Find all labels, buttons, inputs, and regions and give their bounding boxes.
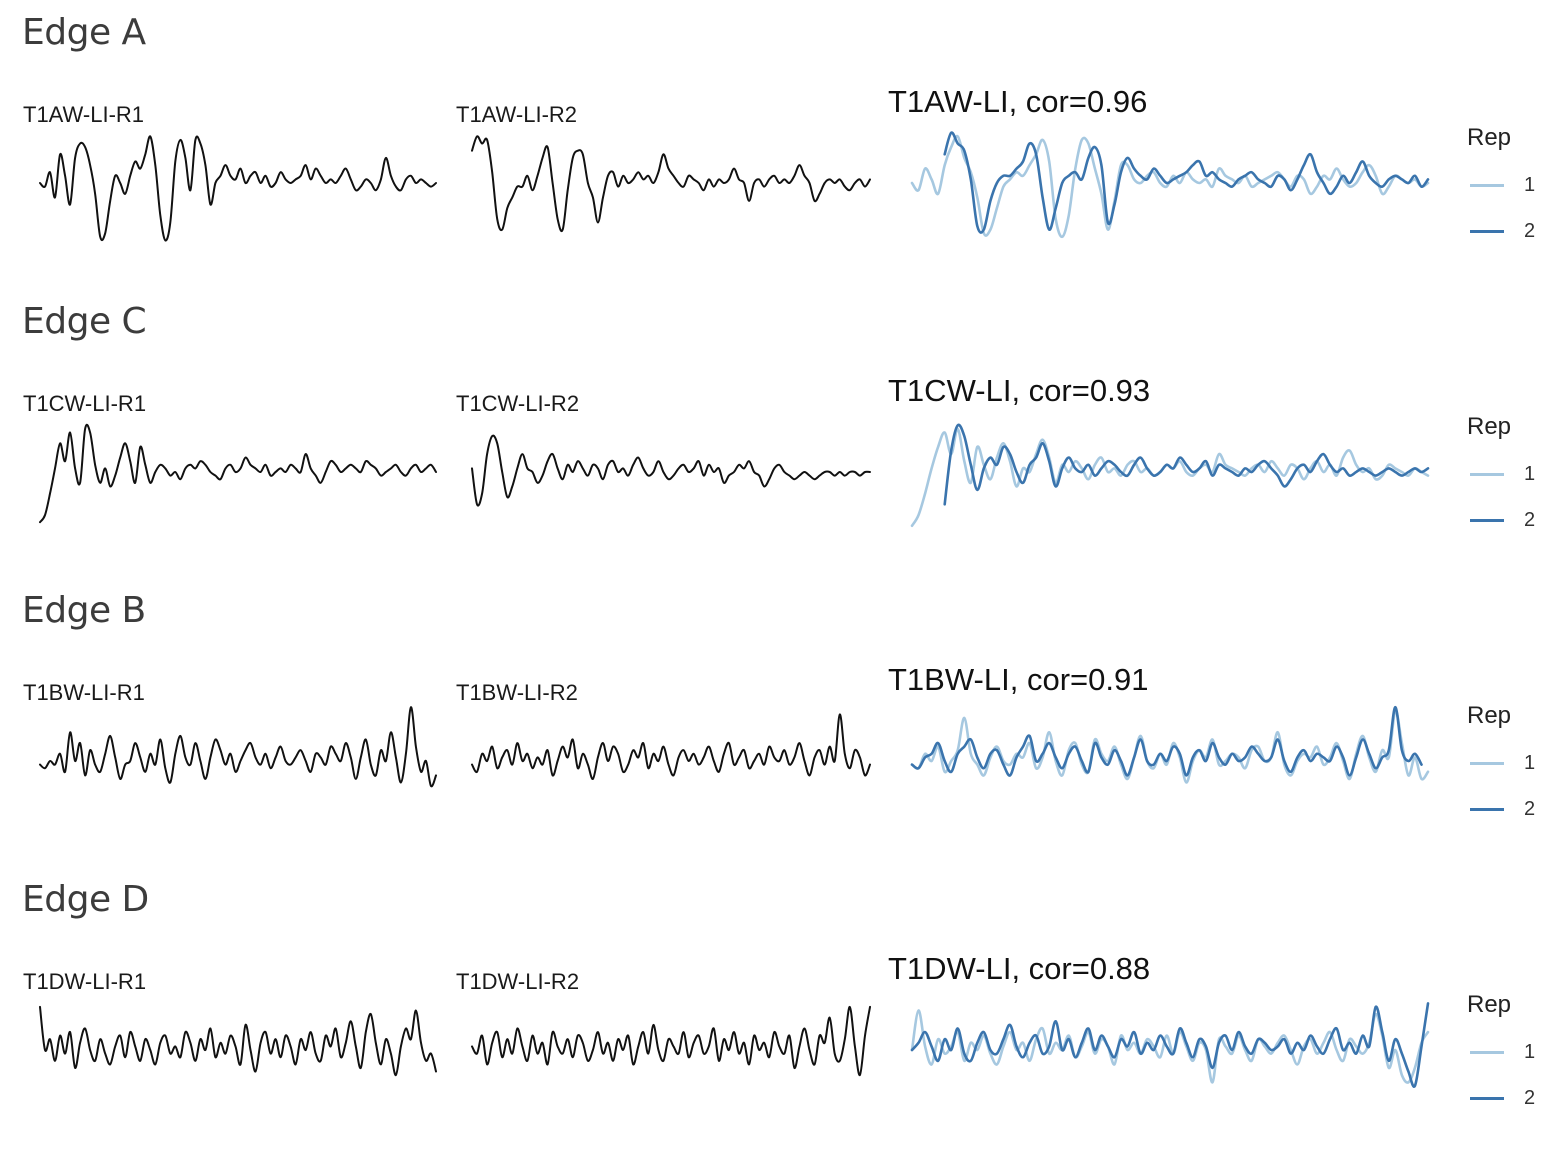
legend-key-rep-2 bbox=[1470, 519, 1504, 522]
legend-key-rep-2 bbox=[1470, 1097, 1504, 1100]
legend-item-rep-1: 1 bbox=[1466, 752, 1546, 776]
legend-key-rep-2 bbox=[1470, 230, 1504, 233]
overlay-plot bbox=[910, 423, 1430, 528]
legend-label-rep-1: 1 bbox=[1524, 1041, 1536, 1063]
overlay-plot bbox=[910, 705, 1430, 784]
rep1-plot bbox=[39, 1005, 437, 1077]
edge-section-2: Edge B T1BW-LI-R1 T1BW-LI-R2 T1BW-LI, co… bbox=[0, 578, 1554, 868]
legend: Rep 1 2 bbox=[1466, 991, 1546, 1111]
edge-section-3: Edge D T1DW-LI-R1 T1DW-LI-R2 T1DW-LI, co… bbox=[0, 867, 1554, 1157]
legend-label-rep-2: 2 bbox=[1524, 1087, 1536, 1109]
legend-label-rep-1: 1 bbox=[1524, 463, 1536, 485]
panel-title-rep2: T1AW-LI-R2 bbox=[456, 102, 578, 127]
rep1-line bbox=[39, 1005, 437, 1077]
legend-label-rep-2: 2 bbox=[1524, 220, 1536, 242]
overlay-plot bbox=[910, 1002, 1430, 1089]
legend-key-rep-2 bbox=[1470, 808, 1504, 811]
panel-title-rep1: T1BW-LI-R1 bbox=[23, 680, 145, 705]
legend-item-rep-2: 2 bbox=[1466, 220, 1546, 244]
panel-title-rep2: T1BW-LI-R2 bbox=[456, 680, 578, 705]
legend: Rep 1 2 bbox=[1466, 702, 1546, 822]
legend-title: Rep bbox=[1467, 413, 1512, 440]
legend-key-rep-1 bbox=[1470, 1051, 1504, 1054]
legend-key-rep-1 bbox=[1470, 184, 1504, 187]
rep2-plot bbox=[471, 434, 871, 507]
rep-1-line bbox=[910, 709, 1430, 784]
rep1-plot bbox=[39, 135, 437, 242]
rep1-line bbox=[39, 423, 437, 524]
rep-1-line bbox=[910, 1009, 1430, 1084]
legend-item-rep-2: 2 bbox=[1466, 798, 1546, 822]
legend-item-rep-1: 1 bbox=[1466, 174, 1546, 198]
legend-key-rep-1 bbox=[1470, 473, 1504, 476]
legend-item-rep-2: 2 bbox=[1466, 509, 1546, 533]
rep-2-line bbox=[910, 1002, 1430, 1089]
legend-key-rep-1 bbox=[1470, 762, 1504, 765]
panel-title-overlay: T1BW-LI, cor=0.91 bbox=[888, 662, 1149, 697]
legend-title: Rep bbox=[1467, 991, 1512, 1018]
legend-item-rep-1: 1 bbox=[1466, 1041, 1546, 1065]
edge-title: Edge B bbox=[22, 590, 146, 631]
rep-2-line bbox=[910, 705, 1423, 777]
rep2-plot bbox=[471, 135, 871, 233]
rep-2-line bbox=[943, 423, 1430, 506]
edge-title: Edge C bbox=[22, 301, 147, 342]
rep-1-line bbox=[910, 427, 1430, 528]
overlay-plot bbox=[910, 131, 1430, 239]
edge-title: Edge A bbox=[22, 12, 146, 53]
legend-title: Rep bbox=[1467, 702, 1512, 729]
rep1-plot bbox=[39, 423, 437, 524]
legend-label-rep-2: 2 bbox=[1524, 798, 1536, 820]
legend-item-rep-1: 1 bbox=[1466, 463, 1546, 487]
legend: Rep 1 2 bbox=[1466, 124, 1546, 244]
legend-label-rep-1: 1 bbox=[1524, 752, 1536, 774]
panel-title-rep1: T1CW-LI-R1 bbox=[23, 391, 147, 416]
panel-title-overlay: T1DW-LI, cor=0.88 bbox=[888, 951, 1151, 986]
edge-section-1: Edge C T1CW-LI-R1 T1CW-LI-R2 T1CW-LI, co… bbox=[0, 289, 1554, 579]
legend-label-rep-2: 2 bbox=[1524, 509, 1536, 531]
panel-title-overlay: T1CW-LI, cor=0.93 bbox=[888, 373, 1151, 408]
rep2-line bbox=[471, 713, 871, 780]
rep2-plot bbox=[471, 713, 871, 780]
panel-title-rep2: T1CW-LI-R2 bbox=[456, 391, 580, 416]
rep-2-line bbox=[943, 131, 1430, 234]
rep2-line bbox=[471, 434, 871, 507]
legend-label-rep-1: 1 bbox=[1524, 174, 1536, 196]
edge-title: Edge D bbox=[22, 879, 149, 920]
rep-1-line bbox=[910, 134, 1430, 239]
rep1-line bbox=[39, 706, 437, 788]
legend: Rep 1 2 bbox=[1466, 413, 1546, 533]
panel-title-rep1: T1AW-LI-R1 bbox=[23, 102, 145, 127]
rep1-line bbox=[39, 135, 437, 242]
rep2-line bbox=[471, 135, 871, 233]
edge-section-0: Edge A T1AW-LI-R1 T1AW-LI-R2 T1AW-LI, co… bbox=[0, 0, 1554, 290]
rep2-line bbox=[471, 1005, 871, 1077]
rep1-plot bbox=[39, 706, 437, 788]
legend-item-rep-2: 2 bbox=[1466, 1087, 1546, 1111]
legend-title: Rep bbox=[1467, 124, 1512, 151]
rep2-plot bbox=[471, 1005, 871, 1077]
panel-title-overlay: T1AW-LI, cor=0.96 bbox=[888, 84, 1148, 119]
panel-title-rep1: T1DW-LI-R1 bbox=[23, 969, 147, 994]
panel-title-rep2: T1DW-LI-R2 bbox=[456, 969, 580, 994]
